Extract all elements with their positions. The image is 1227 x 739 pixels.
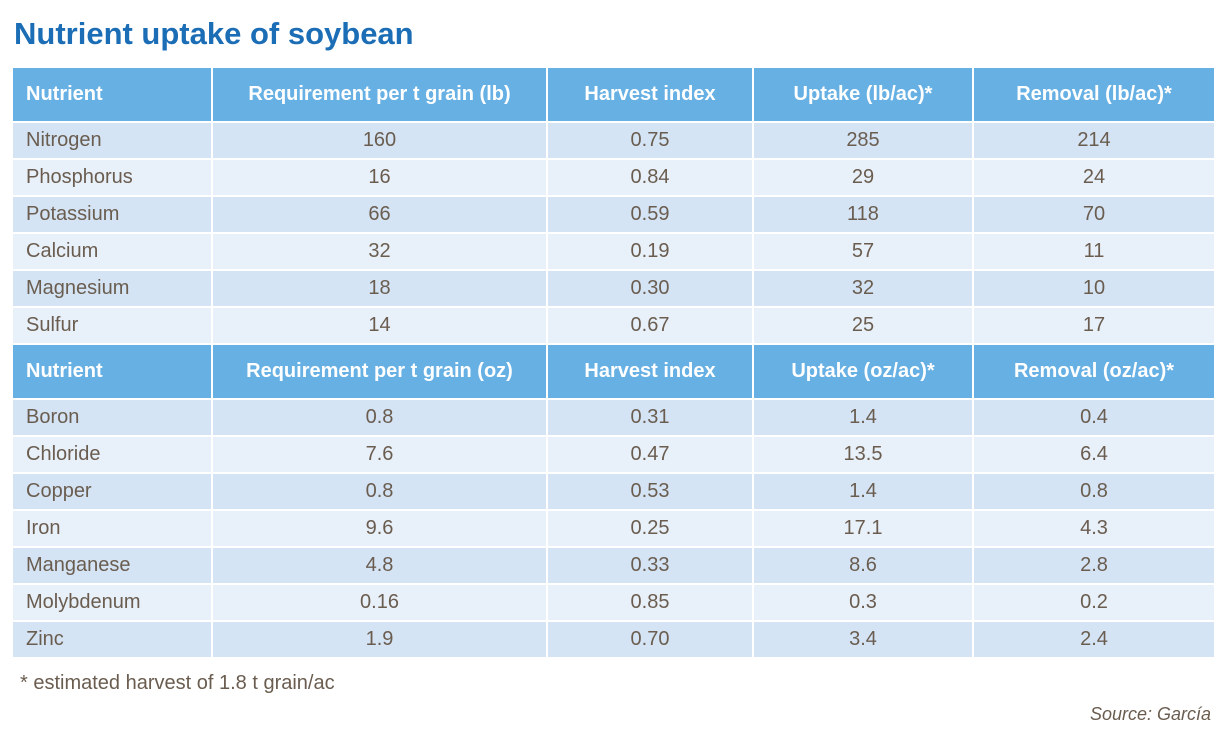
table-cell: 32: [213, 234, 546, 269]
table-cell: 17: [974, 308, 1214, 343]
table-cell: 0.85: [548, 585, 752, 620]
header-cell: Harvest index: [548, 68, 752, 121]
table-cell: Nitrogen: [13, 123, 211, 158]
header-cell: Requirement per t grain (oz): [213, 345, 546, 398]
table-cell: 32: [754, 271, 972, 306]
table-cell: 1.4: [754, 400, 972, 435]
table-cell: Calcium: [13, 234, 211, 269]
table-cell: 17.1: [754, 511, 972, 546]
table-cell: Manganese: [13, 548, 211, 583]
table-cell: 0.31: [548, 400, 752, 435]
table-cell: 24: [974, 160, 1214, 195]
title: Nutrient uptake of soybean: [14, 16, 414, 51]
source: Source: García: [1089, 704, 1211, 724]
table-cell: 18: [213, 271, 546, 306]
header-cell: Uptake (oz/ac)*: [754, 345, 972, 398]
table-cell: 66: [213, 197, 546, 232]
table-cell: Boron: [13, 400, 211, 435]
header-cell: Nutrient: [13, 68, 211, 121]
table-cell: 0.19: [548, 234, 752, 269]
table-cell: 57: [754, 234, 972, 269]
table-cell: 0.67: [548, 308, 752, 343]
table-cell: 160: [213, 123, 546, 158]
table-cell: 214: [974, 123, 1214, 158]
table-cell: 8.6: [754, 548, 972, 583]
table-cell: 0.59: [548, 197, 752, 232]
table-cell: 0.3: [754, 585, 972, 620]
table-cell: 0.8: [213, 400, 546, 435]
table-cell: 0.8: [974, 474, 1214, 509]
table-cell: 14: [213, 308, 546, 343]
table-cell: 0.70: [548, 622, 752, 657]
header-cell: Removal (lb/ac)*: [974, 68, 1214, 121]
table-cell: 9.6: [213, 511, 546, 546]
table-cell: 4.8: [213, 548, 546, 583]
table-cell: Potassium: [13, 197, 211, 232]
table-cell: 0.25: [548, 511, 752, 546]
table-cell: 25: [754, 308, 972, 343]
table-cell: 29: [754, 160, 972, 195]
table-cell: Zinc: [13, 622, 211, 657]
header-cell: Removal (oz/ac)*: [974, 345, 1214, 398]
header-cell: Harvest index: [548, 345, 752, 398]
table-cell: 70: [974, 197, 1214, 232]
table-cell: 2.4: [974, 622, 1214, 657]
table-cell: Phosphorus: [13, 160, 211, 195]
footnote: * estimated harvest of 1.8 t grain/ac: [20, 672, 335, 694]
header-cell: Uptake (lb/ac)*: [754, 68, 972, 121]
table-cell: 0.84: [548, 160, 752, 195]
table-cell: Molybdenum: [13, 585, 211, 620]
table-cell: 13.5: [754, 437, 972, 472]
table-cell: 0.75: [548, 123, 752, 158]
table-cell: 0.2: [974, 585, 1214, 620]
table-cell: 1.9: [213, 622, 546, 657]
table-cell: Chloride: [13, 437, 211, 472]
table-cell: 4.3: [974, 511, 1214, 546]
table-cell: 0.16: [213, 585, 546, 620]
table-cell: 0.4: [974, 400, 1214, 435]
table-cell: 3.4: [754, 622, 972, 657]
header-cell: Nutrient: [13, 345, 211, 398]
table-cell: 6.4: [974, 437, 1214, 472]
table-cell: 0.8: [213, 474, 546, 509]
table-cell: Copper: [13, 474, 211, 509]
table-cell: 10: [974, 271, 1214, 306]
table-cell: 2.8: [974, 548, 1214, 583]
table-cell: 11: [974, 234, 1214, 269]
table-cell: 0.47: [548, 437, 752, 472]
table-cell: 0.33: [548, 548, 752, 583]
table-cell: 0.30: [548, 271, 752, 306]
table-cell: 118: [754, 197, 972, 232]
header-cell: Requirement per t grain (lb): [213, 68, 546, 121]
table-cell: 0.53: [548, 474, 752, 509]
table-cell: 7.6: [213, 437, 546, 472]
table-cell: Iron: [13, 511, 211, 546]
table-cell: Magnesium: [13, 271, 211, 306]
table-cell: 1.4: [754, 474, 972, 509]
table-cell: 285: [754, 123, 972, 158]
table-cell: 16: [213, 160, 546, 195]
table-cell: Sulfur: [13, 308, 211, 343]
